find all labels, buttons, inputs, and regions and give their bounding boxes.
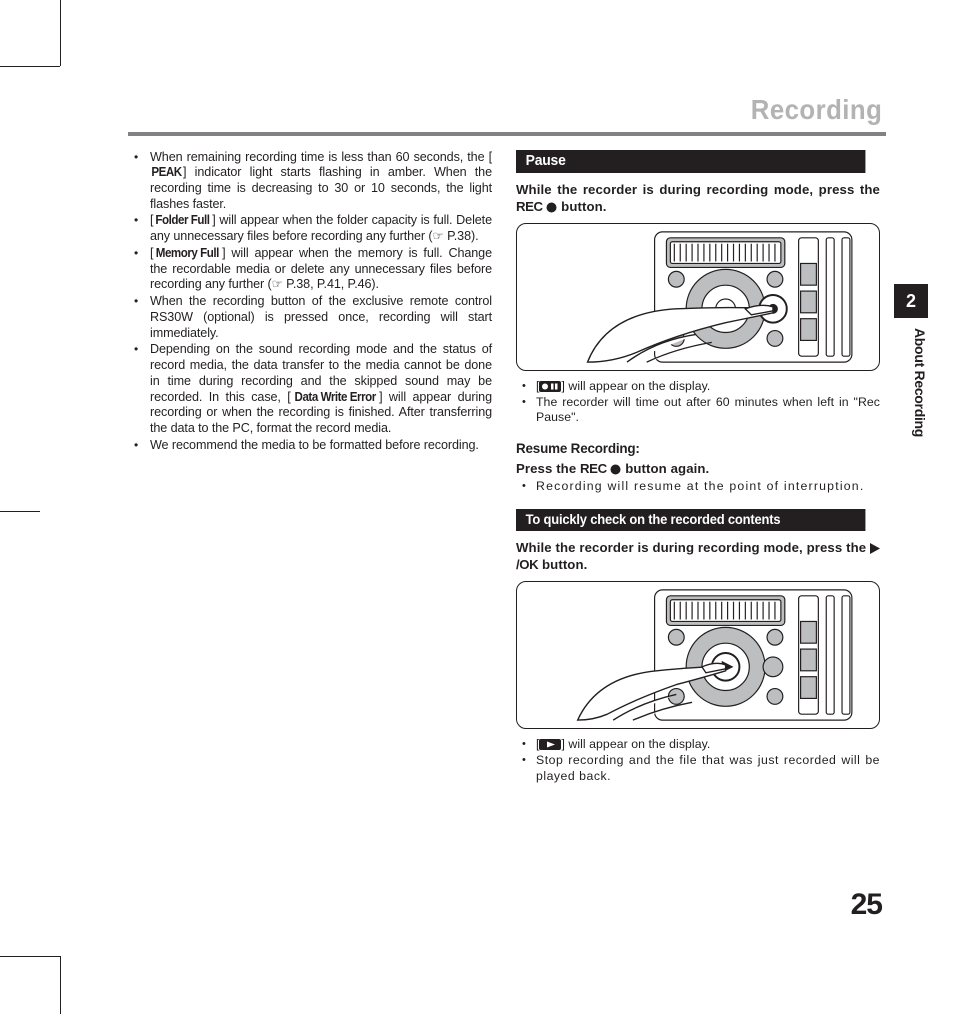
list-item: Depending on the sound recording mode an… — [128, 342, 492, 436]
device-illustration-pause — [516, 223, 880, 371]
device-svg — [517, 224, 879, 370]
page-number: 25 — [851, 888, 882, 922]
crop-mark — [60, 0, 61, 66]
play-triangle-icon — [870, 543, 880, 554]
list-item: [] will appear on the display. — [516, 737, 880, 753]
resume-instruction: Press the REC button again. — [516, 460, 880, 477]
list-item: [Folder Full] will appear when the folde… — [128, 213, 492, 244]
pause-notes: [] will appear on the display. The recor… — [516, 379, 880, 426]
list-item: Stop recording and the file that was jus… — [516, 753, 880, 784]
notes-list: When remaining recording time is less th… — [128, 150, 492, 454]
left-column: When remaining recording time is less th… — [128, 150, 492, 785]
display-play-icon — [539, 739, 561, 750]
crop-mark — [0, 66, 60, 67]
chapter-number: 2 — [906, 291, 916, 312]
rec-dot-icon — [546, 202, 557, 213]
page-title: Recording — [189, 94, 886, 126]
check-notes: [] will appear on the display. Stop reco… — [516, 737, 880, 784]
list-item: The recorder will time out after 60 minu… — [516, 395, 880, 426]
right-column: Pause While the recorder is during recor… — [516, 150, 880, 785]
page-body: Recording When remaining recording time … — [128, 94, 886, 922]
crop-mark — [0, 511, 40, 512]
display-rec-pause-icon — [539, 381, 561, 392]
resume-notes: Recording will resume at the point of in… — [516, 479, 880, 495]
resume-heading: Resume Recording: — [516, 440, 865, 456]
crop-mark — [0, 956, 60, 957]
chapter-label: About Recording — [912, 326, 928, 360]
list-item: When remaining recording time is less th… — [128, 150, 492, 213]
rec-dot-icon — [610, 464, 621, 475]
pause-instruction: While the recorder is during recording m… — [516, 181, 880, 215]
chapter-tab: 2 — [894, 284, 928, 318]
crop-mark — [60, 956, 61, 1014]
list-item: When the recording button of the exclusi… — [128, 294, 492, 341]
section-bar-pause: Pause — [516, 150, 865, 173]
list-item: [Memory Full] will appear when the memor… — [128, 246, 492, 293]
device-illustration-check — [516, 581, 880, 729]
check-instruction: While the recorder is during recording m… — [516, 539, 880, 573]
device-svg — [517, 582, 879, 728]
list-item: Recording will resume at the point of in… — [516, 479, 880, 495]
list-item: We recommend the media to be formatted b… — [128, 438, 492, 454]
header-rule — [128, 132, 886, 136]
section-bar-check: To quickly check on the recorded content… — [516, 509, 865, 531]
list-item: [] will appear on the display. — [516, 379, 880, 395]
